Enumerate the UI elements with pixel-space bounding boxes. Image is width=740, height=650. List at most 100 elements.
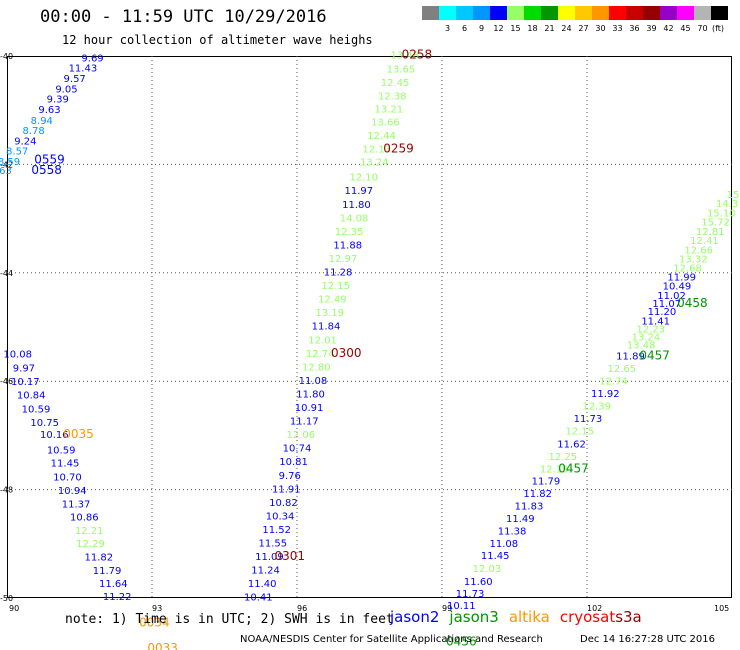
wave-height-value: 12.39: [582, 401, 611, 412]
wave-height-value: 9.05: [55, 84, 77, 95]
wave-height-value: 12.01: [308, 335, 337, 346]
wave-height-value: 12.35: [335, 227, 364, 238]
longitude-tick-label: 93: [152, 604, 162, 613]
wave-height-value: 9.69: [81, 53, 103, 64]
wave-height-value: 11.43: [69, 64, 98, 75]
wave-height-value: 11.45: [481, 551, 510, 562]
wave-height-value: 8.94: [31, 116, 53, 127]
wave-height-value: 10.82: [269, 498, 298, 509]
wave-height-value: 11.08: [299, 376, 328, 387]
wave-height-value: 13.66: [371, 117, 400, 128]
wave-height-value: 12.44: [367, 131, 396, 142]
color-scale-label: 3: [444, 24, 451, 33]
color-scale-unit: (ft): [711, 24, 725, 33]
wave-height-value: 11.07: [652, 299, 681, 310]
wave-height-value: 12.19: [540, 464, 569, 475]
wave-height-value: 11.38: [498, 527, 527, 538]
color-scale-label: 24: [561, 24, 572, 33]
wave-height-value: 10.41: [244, 593, 273, 604]
wave-height-value: 15.10: [707, 208, 736, 219]
wave-height-value: 10.86: [70, 512, 99, 523]
pass-time-label: 0034: [139, 616, 170, 630]
wave-height-value: 12.41: [690, 236, 719, 247]
wave-height-value: 11.99: [667, 272, 696, 283]
color-scale-swatch: [541, 6, 558, 20]
wave-height-value: 11.80: [296, 389, 325, 400]
color-scale-label: 30: [595, 24, 606, 33]
units-note: note: 1) Time is in UTC; 2) SWH is in fe…: [65, 612, 394, 627]
wave-height-value: 12.68: [673, 264, 702, 275]
credit-line: NOAA/NESDIS Center for Satellite Applica…: [240, 634, 543, 645]
wave-height-value: 10.49: [663, 282, 692, 293]
legend-item-cryosat: cryosat: [559, 608, 616, 626]
wave-height-value: 11.79: [532, 477, 561, 488]
wave-height-value: 14.3: [716, 199, 738, 210]
color-scale-label: 12: [493, 24, 504, 33]
longitude-tick-label: 105: [714, 604, 729, 613]
wave-height-value: 12.10: [349, 173, 378, 184]
pass-time-label: 0301: [274, 549, 305, 563]
pass-time-label: 0033: [147, 641, 178, 650]
wave-height-value: 10.08: [3, 349, 32, 360]
pass-time-label: 0258: [402, 48, 433, 62]
wave-height-value: 11.37: [62, 499, 91, 510]
latitude-tick-label: -40: [0, 52, 13, 61]
wave-height-value: 13.19: [316, 308, 345, 319]
color-scale-label: 36: [629, 24, 640, 33]
wave-height-value: 10.59: [22, 405, 51, 416]
wave-height-value: 10.74: [283, 444, 312, 455]
legend-item-jason3: jason3: [449, 608, 499, 626]
pass-time-label: 0458: [677, 296, 708, 310]
wave-height-value: 11.73: [574, 414, 603, 425]
wave-height-value: 12.97: [329, 254, 358, 265]
color-scale-label: 70: [697, 24, 708, 33]
wave-height-value: 11.80: [342, 200, 371, 211]
wave-height-value: 10.94: [58, 486, 87, 497]
color-scale-swatch: [473, 6, 490, 20]
latitude-tick-label: -48: [0, 486, 13, 495]
color-scale-label: 42: [663, 24, 674, 33]
wave-height-value: 14.08: [340, 213, 369, 224]
wave-height-value: 12.13: [362, 144, 391, 155]
pass-time-label: 0457: [639, 349, 670, 363]
map-grid: [7, 56, 732, 598]
wave-height-value: 11.02: [657, 291, 686, 302]
wave-height-value: 10.75: [30, 418, 59, 429]
wave-height-value: 10.84: [17, 391, 46, 402]
wave-height-value: 11.83: [515, 502, 544, 513]
legend-item-altika: altika: [508, 608, 550, 626]
wave-height-value: 12.74: [306, 349, 335, 360]
wave-height-value: 12.38: [378, 91, 407, 102]
wave-height-value: 10.81: [279, 457, 308, 468]
longitude-tick-label: 102: [587, 604, 602, 613]
wave-height-value: 11.89: [616, 352, 645, 363]
wave-height-value: 11.88: [333, 240, 362, 251]
latitude-tick-label: -44: [0, 269, 13, 278]
map-subtitle: 12 hour collection of altimeter wave hei…: [62, 33, 373, 47]
pass-time-label: 0559: [34, 152, 65, 166]
wave-height-value: 11.64: [99, 579, 128, 590]
color-scale-label: 18: [527, 24, 538, 33]
wave-height-value: 11.17: [290, 417, 319, 428]
wave-height-value: 11.84: [312, 322, 341, 333]
wave-height-value: 12.65: [607, 364, 636, 375]
latitude-tick-label: -42: [0, 160, 13, 169]
wave-height-value: 11.09: [255, 552, 284, 563]
color-scale-swatch: [592, 6, 609, 20]
wave-height-value: 9.63: [38, 105, 60, 116]
wave-height-value: 11.73: [456, 589, 485, 600]
color-scale-swatch: [575, 6, 592, 20]
generated-timestamp: Dec 14 16:27:28 UTC 2016: [580, 634, 715, 645]
color-scale-swatch: [609, 6, 626, 20]
map-frame: [7, 56, 732, 598]
wave-height-value: 12.80: [302, 362, 331, 373]
wave-height-value: 11.55: [259, 539, 288, 550]
wave-height-value: 12.45: [381, 78, 410, 89]
pass-time-label: 0457: [558, 461, 589, 475]
wave-height-value: 12.81: [696, 227, 725, 238]
wave-height-value: 12.21: [75, 526, 104, 537]
wave-height-value: 15.72: [701, 218, 730, 229]
wave-height-value: 9.24: [14, 136, 36, 147]
wave-height-value: 12.23: [636, 324, 665, 335]
wave-height-value: 10.11: [447, 601, 476, 612]
